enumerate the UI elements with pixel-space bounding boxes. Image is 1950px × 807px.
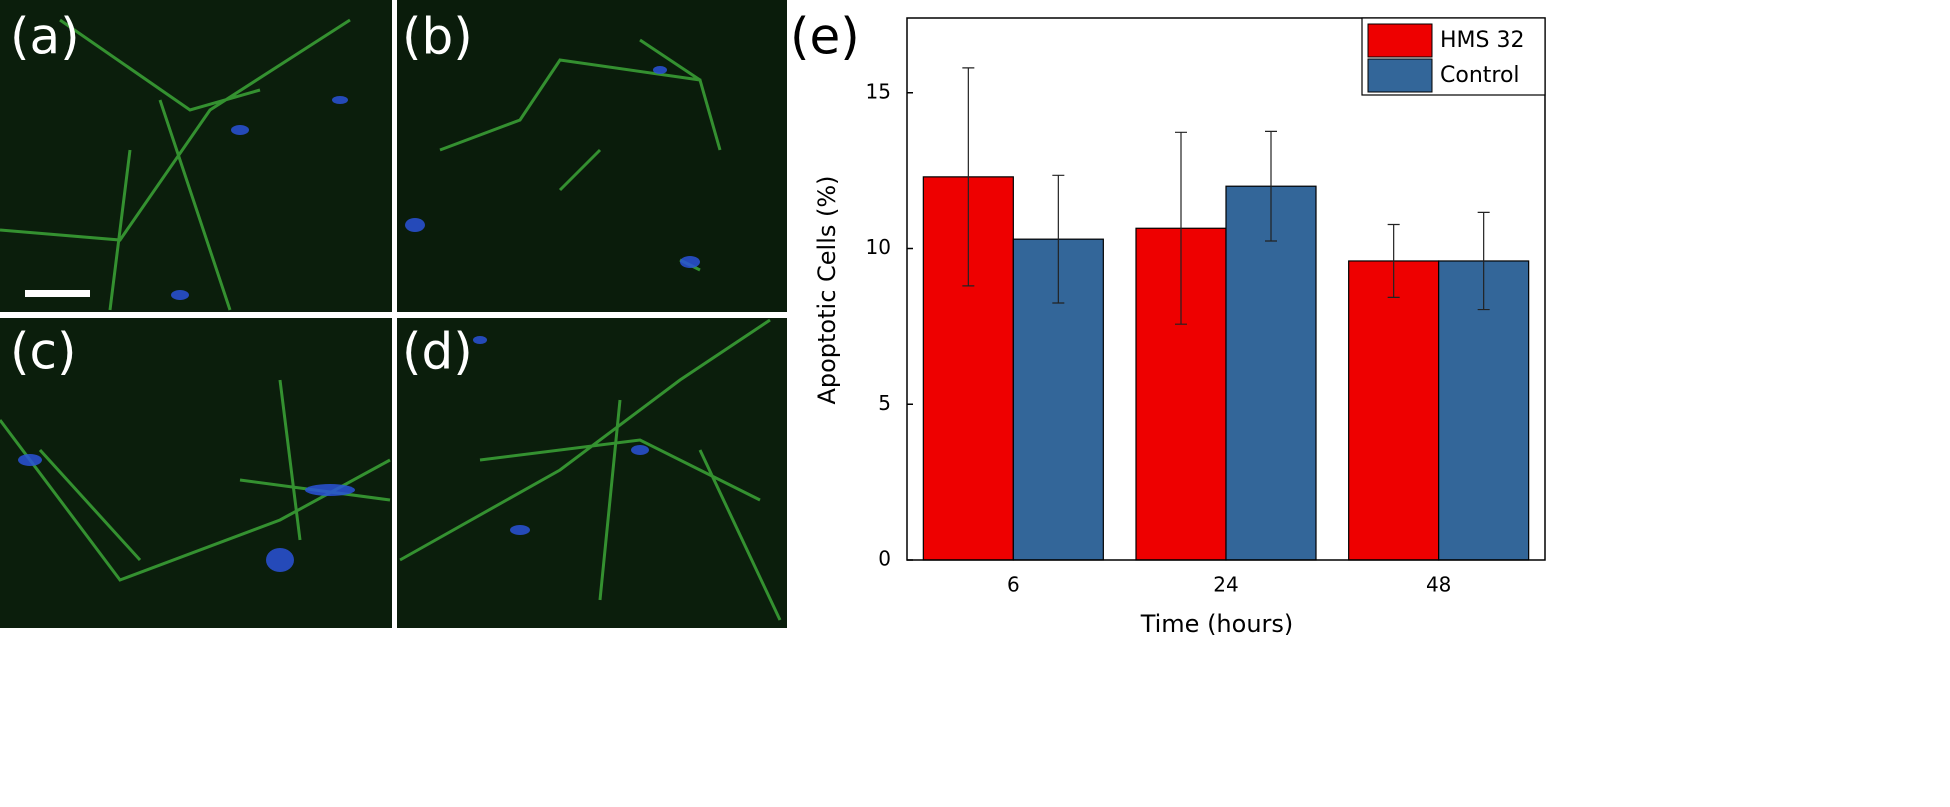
y-axis-title: Apoptotic Cells (%) bbox=[813, 175, 841, 404]
error-bar bbox=[1387, 223, 1400, 299]
micrograph-b bbox=[397, 0, 787, 312]
error-bar bbox=[962, 67, 975, 287]
panel-label: (d) bbox=[402, 323, 473, 381]
micrograph-c bbox=[0, 318, 392, 628]
error-bar bbox=[1175, 131, 1187, 325]
y-tick-label: 0 bbox=[878, 547, 891, 571]
panel-label: (a) bbox=[10, 8, 80, 66]
x-tick-label: 6 bbox=[1007, 573, 1020, 597]
y-tick-label: 5 bbox=[878, 391, 891, 415]
legend-swatch bbox=[1367, 58, 1433, 93]
error-bar bbox=[1477, 211, 1490, 311]
bar bbox=[1348, 260, 1440, 561]
legend-swatch bbox=[1367, 23, 1433, 58]
error-bar bbox=[1052, 174, 1065, 304]
x-tick-label: 48 bbox=[1426, 573, 1451, 597]
panel-label: (e) bbox=[790, 8, 860, 66]
bar bbox=[1438, 260, 1530, 561]
y-tick-label: 10 bbox=[866, 235, 891, 259]
panel-label: (b) bbox=[402, 8, 473, 66]
legend-label: HMS 32 bbox=[1440, 28, 1524, 53]
plot-frame bbox=[906, 17, 1546, 561]
micrograph-d bbox=[397, 318, 787, 628]
y-tick-label: 15 bbox=[866, 79, 891, 103]
bar bbox=[1225, 185, 1317, 561]
panel-label: (c) bbox=[10, 323, 77, 381]
micrograph-a bbox=[0, 0, 392, 312]
error-bar bbox=[1265, 130, 1277, 242]
legend-label: Control bbox=[1440, 63, 1520, 88]
x-axis-title: Time (hours) bbox=[1140, 610, 1294, 638]
x-tick-label: 24 bbox=[1213, 573, 1238, 597]
